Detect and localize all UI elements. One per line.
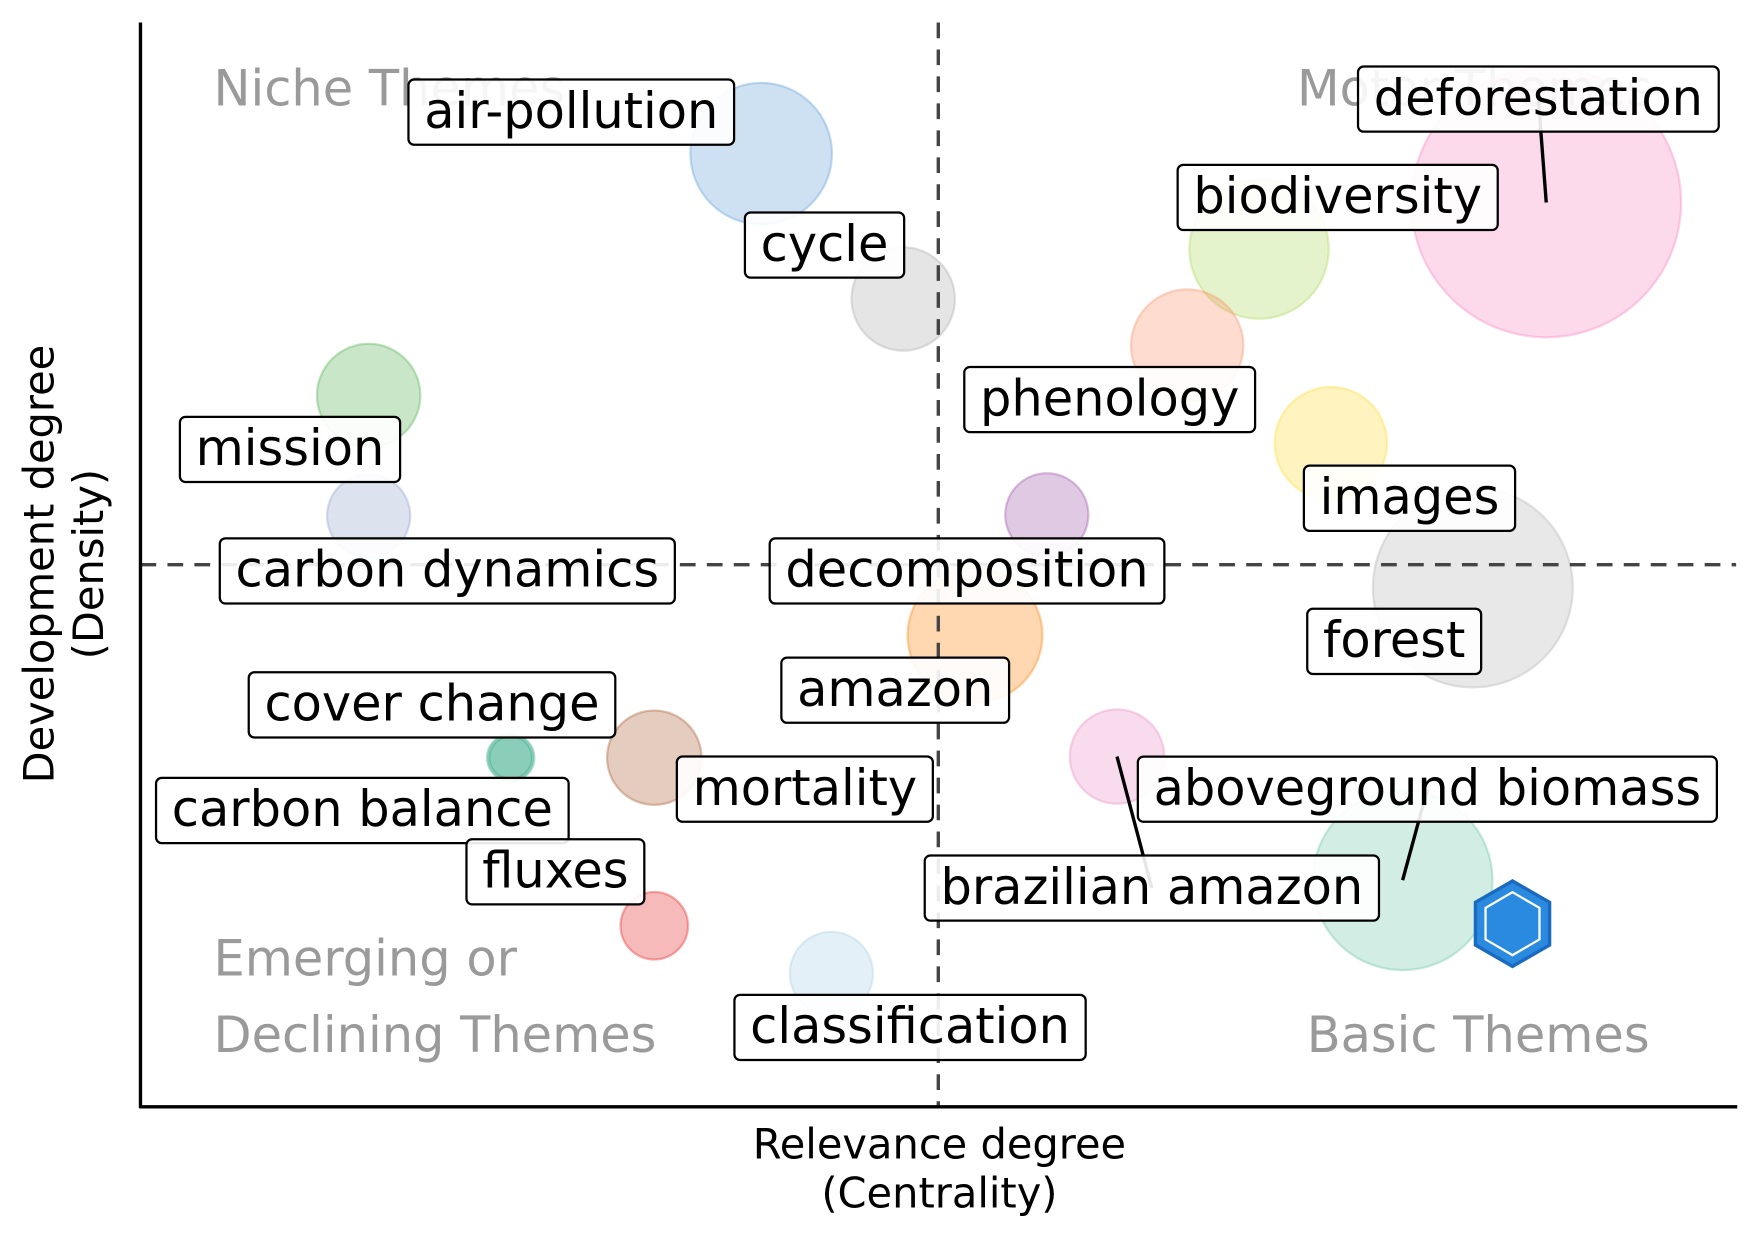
label-box xyxy=(1356,65,1720,133)
bubble-label: deforestation xyxy=(1356,65,1720,133)
quadrant-label: Basic Themes xyxy=(1307,1006,1650,1064)
label-text: air-pollution xyxy=(424,82,718,140)
bubble-label: aboveground biomass xyxy=(1136,755,1718,823)
bubble-label: images xyxy=(1302,464,1517,532)
bubble-label: classification xyxy=(733,993,1087,1062)
label-text: forest xyxy=(1323,611,1465,669)
quadrant-label: Emerging or xyxy=(214,929,518,987)
bubble-label: mortality xyxy=(675,755,934,823)
bubble-label: mission xyxy=(178,415,402,484)
label-box xyxy=(1306,607,1483,676)
label-box xyxy=(1302,464,1517,532)
bubble xyxy=(488,735,534,781)
label-text: images xyxy=(1320,468,1500,526)
label-text: cycle xyxy=(761,215,889,273)
quadrant-label: Declining Themes xyxy=(214,1006,657,1064)
label-text: mortality xyxy=(693,759,918,817)
label-box xyxy=(675,755,934,823)
logo-inner xyxy=(1484,890,1541,957)
bubble xyxy=(619,890,690,961)
bubble-labels: air-pollution cycle deforestation biodivers… xyxy=(154,65,1720,1062)
logo xyxy=(1473,879,1552,969)
label-box xyxy=(178,415,402,484)
label-text: biodiversity xyxy=(1193,167,1482,225)
bubble-label: biodiversity xyxy=(1176,163,1499,232)
label-text: brazilian amazon xyxy=(940,858,1363,916)
y-axis-title: (Density) xyxy=(64,469,113,659)
label-text: aboveground biomass xyxy=(1154,759,1702,817)
x-axis-title: (Centrality) xyxy=(821,1169,1057,1218)
label-text: decomposition xyxy=(785,541,1148,599)
bubble-label: brazilian amazon xyxy=(923,854,1381,922)
label-text: fluxes xyxy=(482,842,628,900)
label-box xyxy=(743,211,906,279)
label-box xyxy=(1136,755,1718,823)
label-text: amazon xyxy=(797,660,993,718)
label-box xyxy=(218,537,676,605)
label-box xyxy=(963,365,1257,434)
label-box xyxy=(407,78,736,146)
bubble-label: amazon xyxy=(780,656,1011,724)
bubble-label: carbon dynamics xyxy=(218,537,676,605)
label-text: cover change xyxy=(264,675,599,733)
label-box xyxy=(780,656,1011,724)
label-text: mission xyxy=(196,419,385,477)
label-text: phenology xyxy=(980,369,1239,427)
label-box xyxy=(768,537,1166,605)
bubble-label: forest xyxy=(1306,607,1483,676)
label-box xyxy=(1176,163,1499,232)
bubble-label: cover change xyxy=(247,671,617,739)
bubble-label: decomposition xyxy=(768,537,1166,605)
y-axis-title: Development degree xyxy=(15,345,64,784)
label-box xyxy=(154,776,570,845)
label-box xyxy=(923,854,1381,922)
label-text: classification xyxy=(750,997,1070,1055)
bubble-label: fluxes xyxy=(465,838,646,906)
label-box xyxy=(247,671,617,739)
bubble-label: cycle xyxy=(743,211,906,279)
label-box xyxy=(733,993,1087,1062)
label-text: carbon dynamics xyxy=(236,541,660,599)
bubble-label: air-pollution xyxy=(407,78,736,146)
x-axis-title: Relevance degree xyxy=(753,1119,1126,1168)
bubble-label: carbon balance xyxy=(154,776,570,845)
bubble-label: phenology xyxy=(963,365,1257,434)
label-text: carbon balance xyxy=(172,780,553,838)
label-text: deforestation xyxy=(1374,69,1703,127)
label-box xyxy=(465,838,646,906)
